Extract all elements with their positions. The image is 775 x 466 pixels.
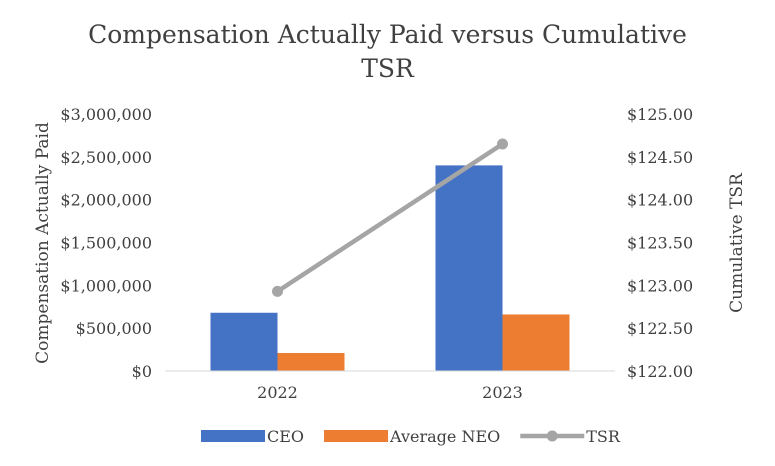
y2-axis-title: Cumulative TSR	[727, 172, 747, 313]
y2-tick-label: $125.00	[627, 105, 693, 124]
y2-tick-label: $122.50	[627, 319, 693, 338]
y-axis-title: Compensation Actually Paid	[33, 122, 53, 364]
bar-ceo-2022	[210, 312, 278, 371]
bar-average-neo-2023	[502, 314, 570, 371]
point-tsr-2022	[272, 285, 283, 297]
y-tick-label: $3,000,000	[60, 105, 152, 124]
legend-swatch-ceo	[201, 430, 265, 442]
legend-label: Average NEO	[389, 427, 500, 446]
legend: CEO Average NEO TSR	[201, 427, 621, 446]
legend-swatch-average-neo	[324, 430, 389, 442]
y-tick-label: $2,500,000	[60, 148, 152, 167]
y-tick-label: $2,000,000	[60, 191, 152, 210]
y-tick-label: $1,000,000	[60, 276, 152, 295]
bar-ceo-2023	[435, 165, 503, 371]
chart-title-line-1: Compensation Actually Paid versus Cumula…	[88, 20, 687, 49]
y2-tick-label: $124.00	[627, 191, 693, 210]
y2-tick-label: $122.00	[627, 362, 693, 381]
x-tick-label: 2022	[257, 383, 298, 402]
x-tick-label: 2023	[482, 383, 523, 402]
point-tsr-2023	[497, 138, 508, 150]
line-tsr	[275, 141, 505, 294]
bar-average-neo-2022	[277, 353, 345, 371]
legend-label: TSR	[586, 427, 621, 446]
y2-tick-label: $124.50	[627, 148, 693, 167]
y-tick-label: $0	[132, 362, 152, 381]
legend-label: CEO	[267, 427, 304, 446]
y-tick-label: $1,500,000	[60, 234, 152, 253]
y2-tick-label: $123.50	[627, 234, 693, 253]
chart-title-line-2: TSR	[361, 54, 414, 83]
y-tick-label: $500,000	[76, 319, 152, 338]
y2-tick-label: $123.00	[627, 276, 693, 295]
legend-marker-tsr	[546, 430, 558, 442]
